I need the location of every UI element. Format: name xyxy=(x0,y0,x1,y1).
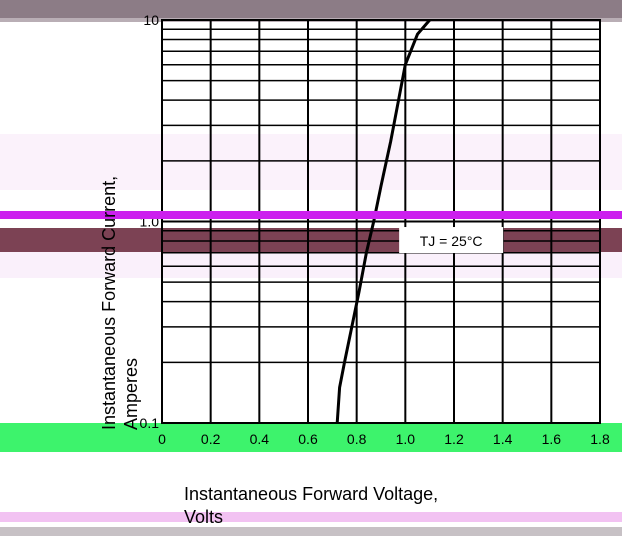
pink-band-lower xyxy=(0,252,622,278)
x-axis-title: Instantaneous Forward Voltage, Volts xyxy=(184,484,439,527)
plot-frame xyxy=(161,19,601,424)
purple-band xyxy=(0,211,622,219)
y-tick-label-2: 10 xyxy=(143,12,159,28)
pink-band xyxy=(0,134,622,190)
maroon-band xyxy=(0,228,622,252)
series-line-0 xyxy=(335,19,431,424)
grey-band xyxy=(0,527,622,536)
x-tick-label-8: 1.6 xyxy=(542,431,562,447)
x-tick-label-0: 0 xyxy=(158,431,166,447)
green-band xyxy=(0,423,622,452)
x-tick-label-4: 0.8 xyxy=(347,431,367,447)
annotation-background xyxy=(399,227,504,254)
x-tick-label-9: 1.8 xyxy=(590,431,610,447)
x-tick-label-6: 1.2 xyxy=(444,431,464,447)
y-tick-label-0: 0.1 xyxy=(140,415,160,431)
x-tick-label-3: 0.6 xyxy=(298,431,318,447)
lilac-band xyxy=(0,512,622,522)
x-tick-label-1: 0.2 xyxy=(201,431,221,447)
y-axis-title: Instantaneous Forward Current, Amperes xyxy=(99,175,141,430)
x-tick-label-5: 1.0 xyxy=(396,431,416,447)
annotation-text: TJ = 25°C xyxy=(420,233,483,249)
top-band xyxy=(0,0,622,18)
x-tick-label-2: 0.4 xyxy=(250,431,270,447)
x-tick-label-7: 1.4 xyxy=(493,431,513,447)
